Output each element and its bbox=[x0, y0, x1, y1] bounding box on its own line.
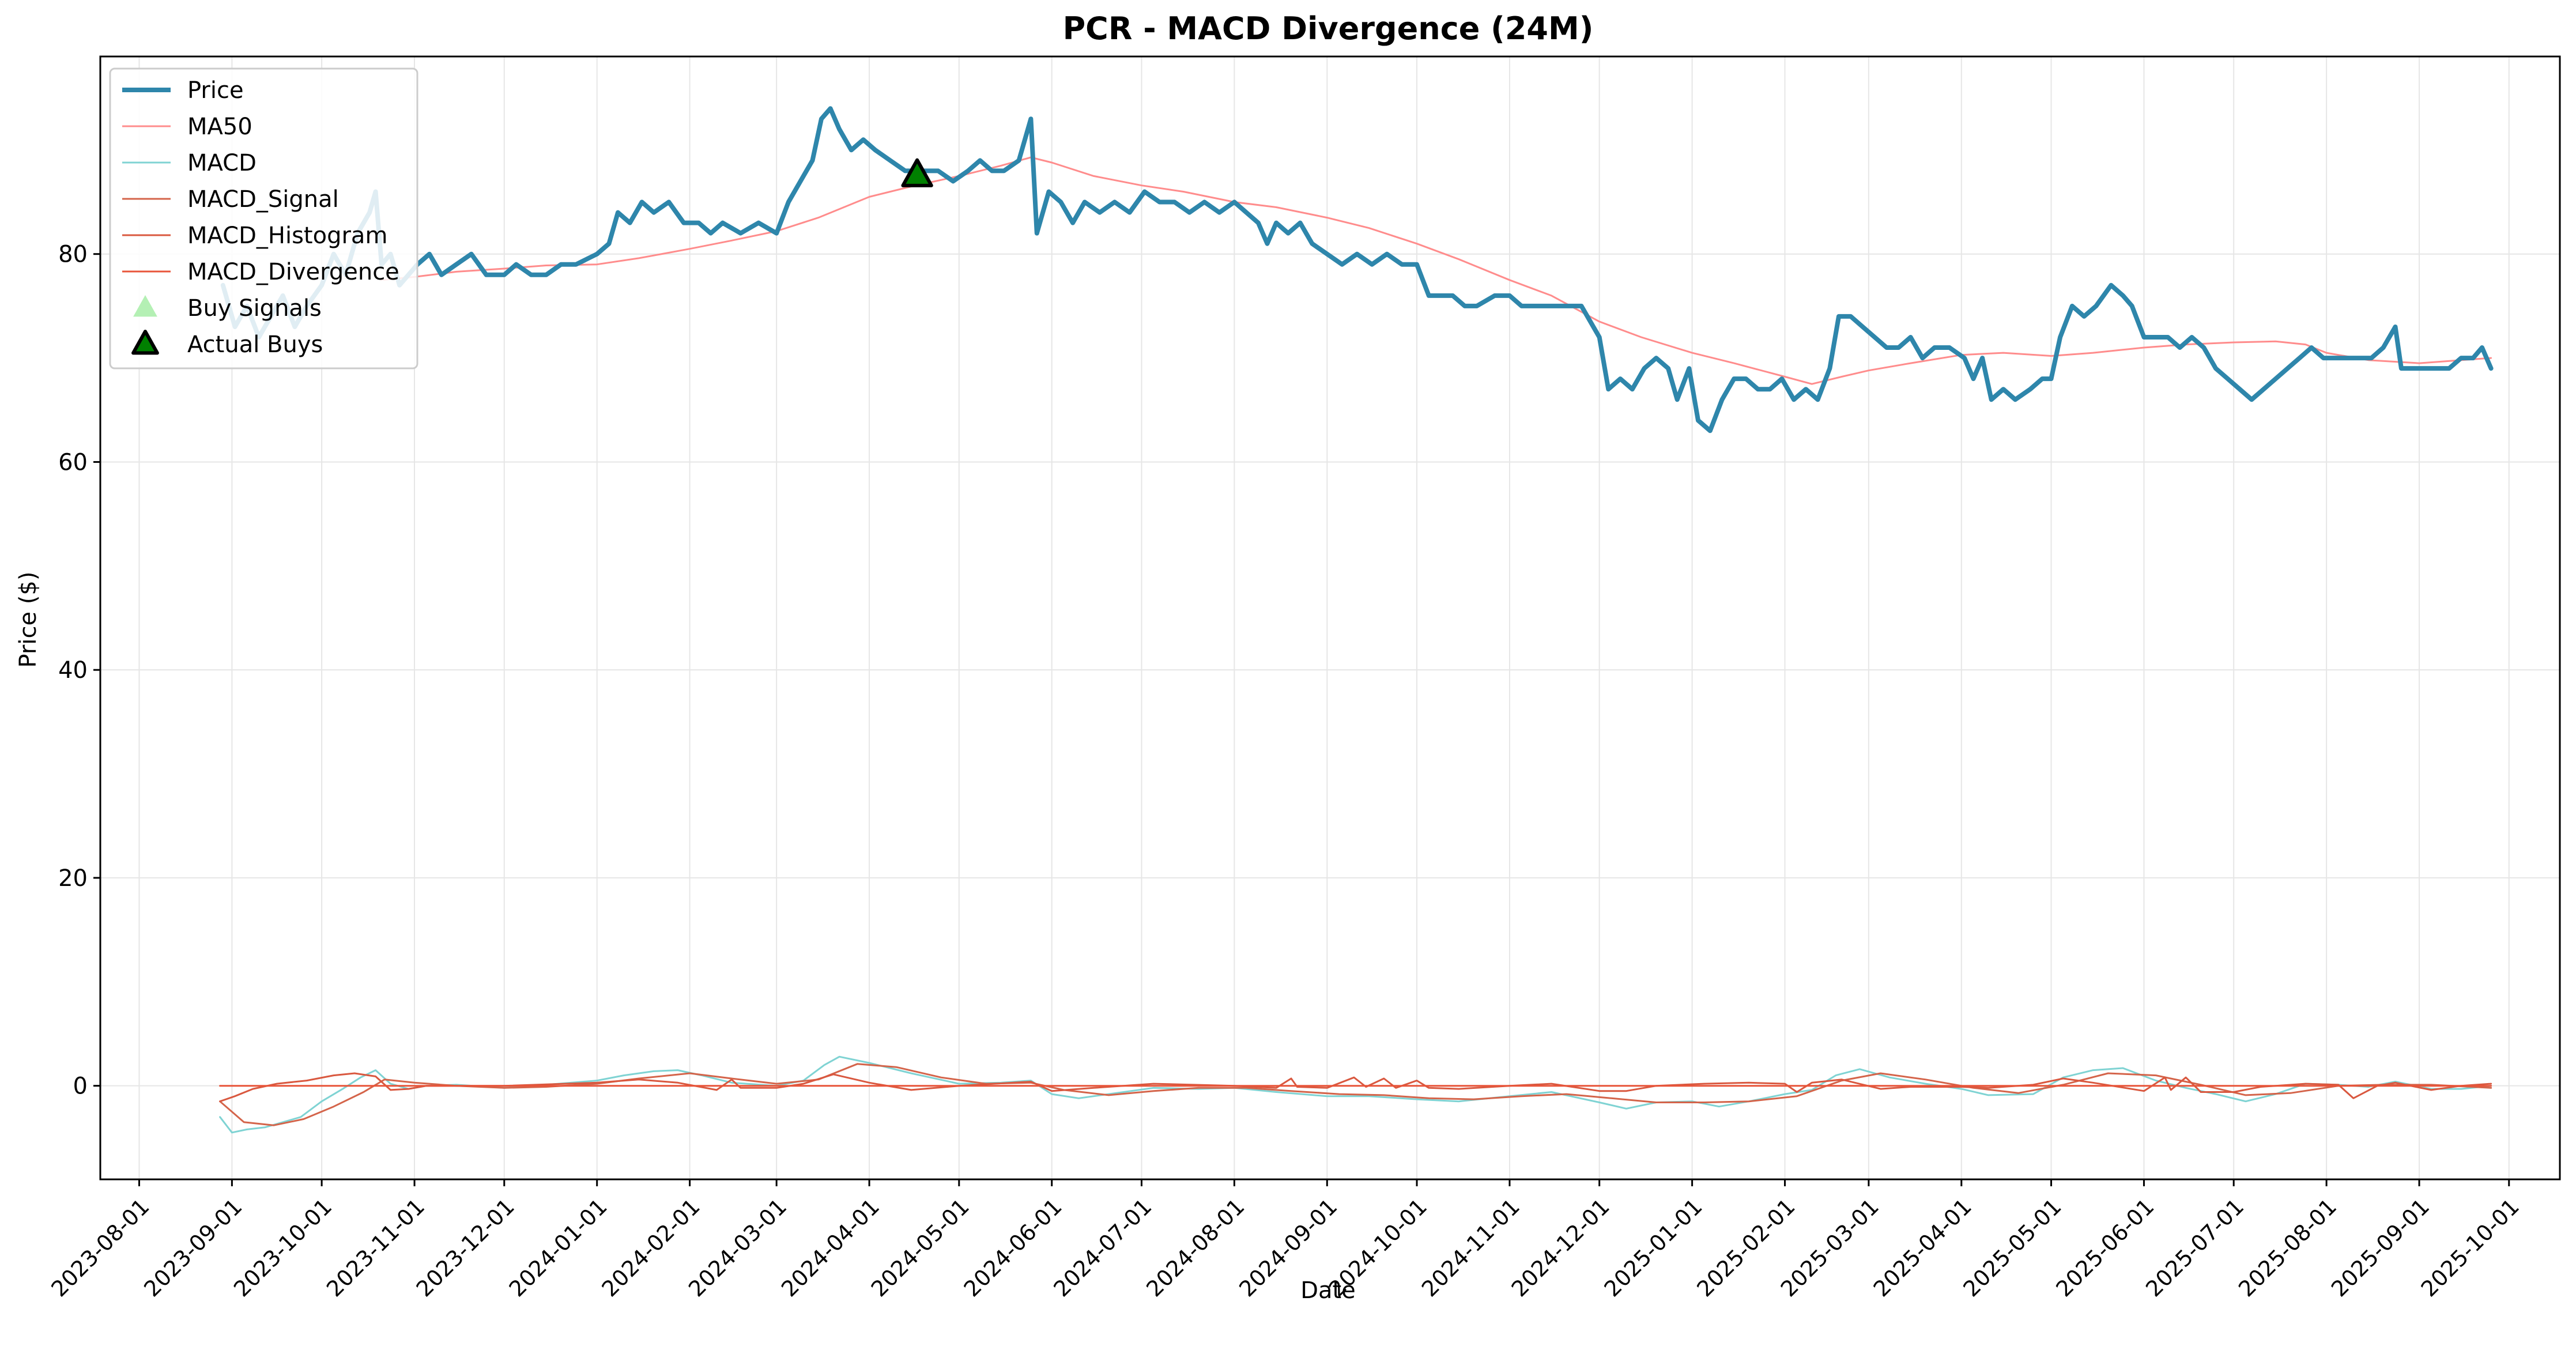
legend-label-buy-signals: Buy Signals bbox=[187, 295, 322, 322]
x-axis-label: Date bbox=[1300, 1277, 1356, 1304]
series-line-price bbox=[220, 106, 2494, 433]
legend-box bbox=[109, 67, 418, 369]
legend: Price MA50 MACD MACD_Signal MACD_Histogram MA… bbox=[109, 67, 418, 369]
plot-frame bbox=[99, 55, 2561, 1181]
actual-buy-marker bbox=[901, 158, 933, 187]
legend-label-actual-buys: Actual Buys bbox=[187, 331, 323, 358]
legend-label-ma50: MA50 bbox=[187, 114, 252, 140]
y-tick-label: 80 bbox=[58, 242, 88, 268]
y-tick-label: 60 bbox=[58, 449, 88, 476]
y-tick-label: 0 bbox=[73, 1073, 88, 1100]
legend-label-macd: MACD bbox=[187, 150, 257, 176]
marker-layer bbox=[901, 158, 933, 187]
series-layer bbox=[219, 106, 2494, 1134]
chart-title: PCR - MACD Divergence (24M) bbox=[1063, 10, 1594, 47]
series-line-ma50 bbox=[380, 156, 2492, 385]
y-tick-label: 40 bbox=[58, 657, 88, 684]
legend-label-macd-histogram: MACD_Histogram bbox=[187, 222, 387, 249]
legend-swatch-buy-signals bbox=[133, 295, 157, 317]
y-tick-label: 20 bbox=[58, 865, 88, 892]
legend-label-macd-signal: MACD_Signal bbox=[187, 186, 339, 213]
legend-swatch-actual-buys bbox=[131, 330, 159, 355]
series-line-macd-histogram bbox=[219, 1072, 2492, 1103]
legend-items: Price MA50 MACD MACD_Signal MACD_Histogram MA… bbox=[122, 77, 399, 358]
legend-label-price: Price bbox=[187, 77, 244, 104]
y-axis-label: Price ($) bbox=[15, 572, 42, 668]
legend-label-macd-divergence: MACD_Divergence bbox=[187, 259, 399, 285]
series-line-macd-signal bbox=[219, 1063, 2492, 1126]
